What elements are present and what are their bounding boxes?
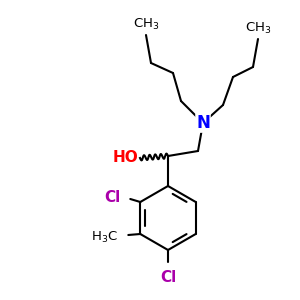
- Text: H$_3$C: H$_3$C: [92, 230, 118, 244]
- Text: Cl: Cl: [104, 190, 120, 205]
- Text: Cl: Cl: [160, 270, 176, 285]
- Text: N: N: [196, 114, 210, 132]
- Text: CH$_3$: CH$_3$: [133, 17, 159, 32]
- Text: CH$_3$: CH$_3$: [245, 21, 271, 36]
- Text: HO: HO: [112, 151, 138, 166]
